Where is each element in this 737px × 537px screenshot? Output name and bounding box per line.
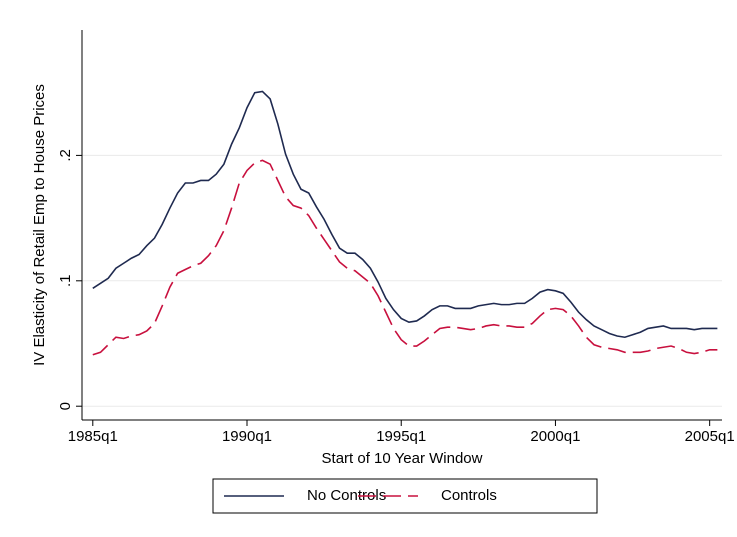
legend-label: No Controls bbox=[307, 487, 386, 504]
y-tick-label: 0 bbox=[57, 402, 74, 410]
series-line bbox=[92, 90, 718, 339]
x-tick-label: 1985q1 bbox=[68, 428, 118, 445]
x-tick-label: 1995q1 bbox=[376, 428, 426, 445]
y-axis-title: IV Elasticity of Retail Emp to House Pri… bbox=[31, 84, 48, 366]
series-line bbox=[92, 159, 718, 356]
x-axis-title: Start of 10 Year Window bbox=[322, 450, 483, 467]
legend-label: Controls bbox=[441, 487, 497, 504]
x-tick-label: 2000q1 bbox=[530, 428, 580, 445]
y-tick-label: .1 bbox=[57, 275, 74, 288]
x-tick-label: 1990q1 bbox=[222, 428, 272, 445]
y-tick-label: .2 bbox=[57, 149, 74, 162]
x-tick-label: 2005q1 bbox=[685, 428, 735, 445]
